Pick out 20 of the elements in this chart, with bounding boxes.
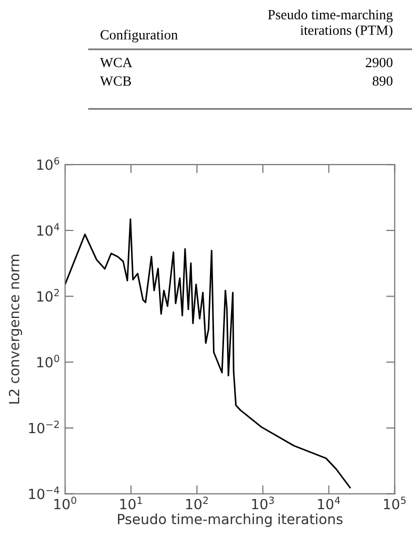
- x-tick-label: 10$^{5}$: [384, 496, 406, 510]
- x-tick-label: 10$^{0}$: [54, 496, 76, 510]
- x-tick-label: 10$^{3}$: [252, 496, 274, 510]
- y-axis-title: L2 convergence norm: [8, 254, 22, 404]
- y-tick-label: 10$^{2}$: [37, 288, 59, 302]
- category-label: WCB: [100, 76, 131, 86]
- x-axis-title: Pseudo time-marching iterations: [118, 514, 342, 527]
- x-tick-label: 10$^{1}$: [120, 496, 142, 510]
- y-tick-label: 10$^{−2}$: [29, 420, 59, 434]
- data-label: 2900: [366, 58, 392, 68]
- y-tick-label: 10$^{−4}$: [29, 486, 60, 500]
- y-tick-label: 10$^{0}$: [37, 354, 60, 368]
- text: Pseudo time-marching iterations (PTM): [268, 10, 393, 38]
- x-tick-label: 10$^{4}$: [318, 496, 340, 510]
- x-tick-label: 10$^{2}$: [186, 496, 208, 510]
- category-label: WCA: [100, 58, 132, 68]
- y-tick-label: 10$^{4}$: [37, 223, 60, 236]
- y-tick-label: 10$^{6}$: [37, 157, 60, 170]
- data-label: 890: [372, 76, 392, 86]
- text: Configuration: [100, 30, 178, 42]
